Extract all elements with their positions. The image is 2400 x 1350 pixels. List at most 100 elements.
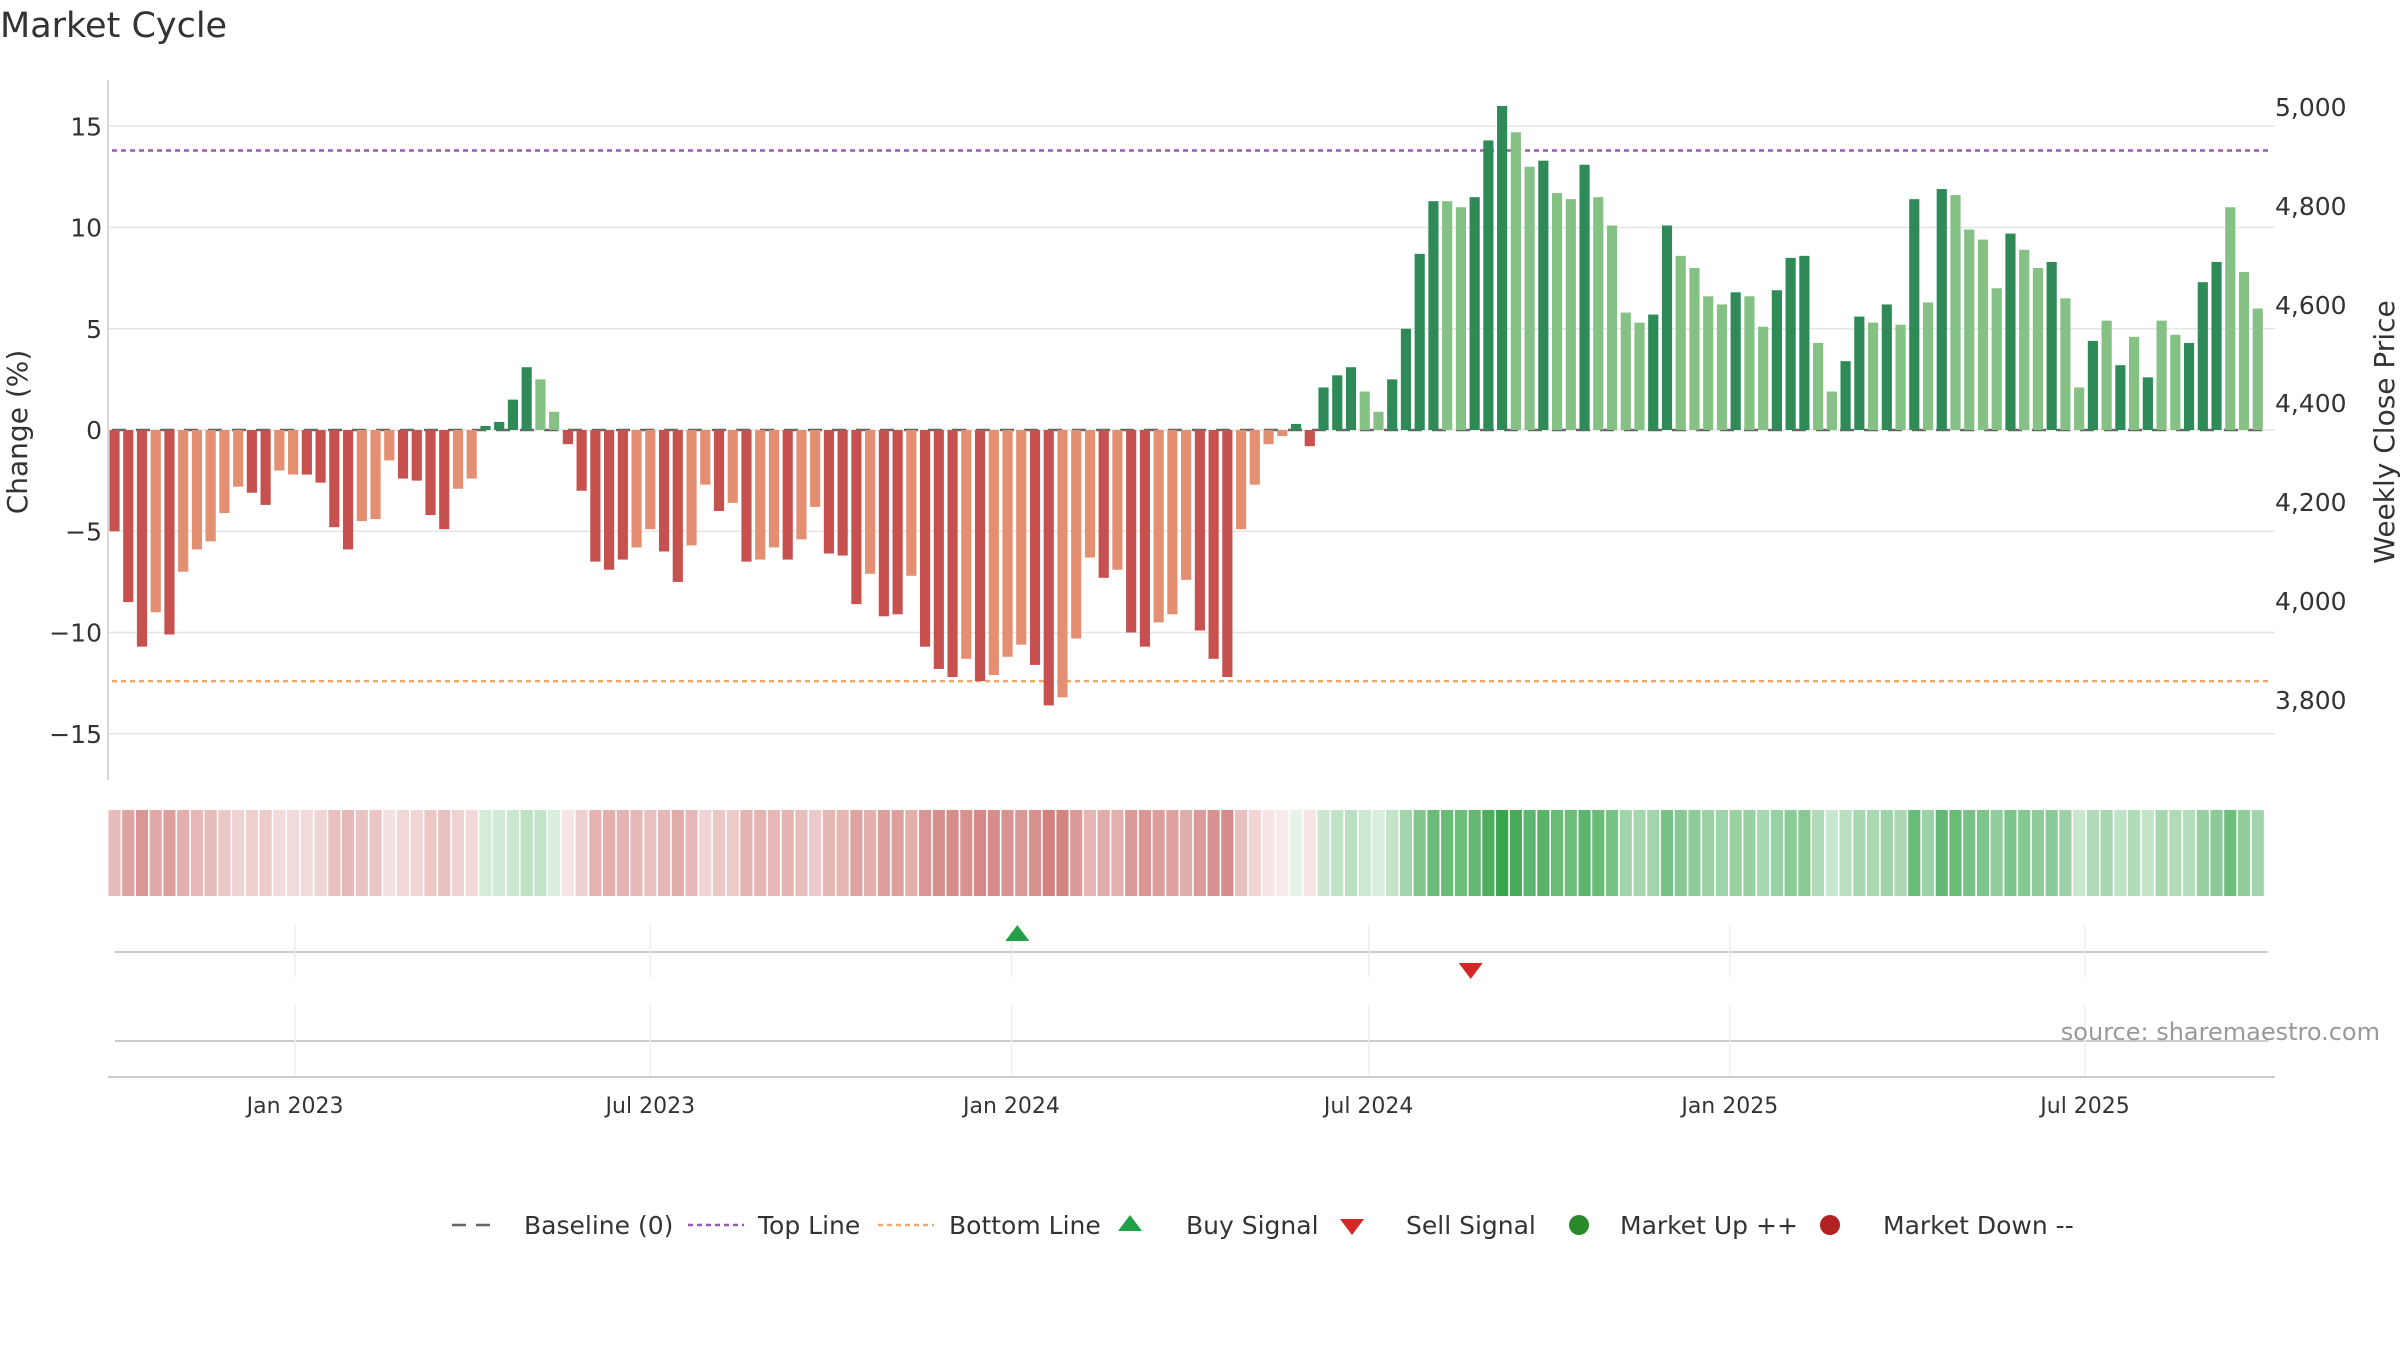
heat-cell: [1537, 810, 1550, 896]
bar: [1167, 430, 1178, 615]
right-axis: 5,000 4,800 4,600 4,400 4,200 4,000 3,800: [2275, 93, 2347, 715]
heat-cell: [328, 810, 341, 896]
heat-cell: [383, 810, 396, 896]
heat-cell: [1688, 810, 1701, 896]
bar: [2197, 282, 2208, 430]
heat-cell: [699, 810, 712, 896]
bar: [1648, 314, 1659, 430]
left-axis-title: Change (%): [1, 350, 34, 515]
heat-cell: [163, 810, 176, 896]
heat-cell: [795, 810, 808, 896]
heat-cell: [2210, 810, 2223, 896]
heat-strip: [108, 810, 2264, 896]
bar: [2156, 320, 2167, 430]
bar: [1029, 430, 1041, 665]
bar: [1428, 201, 1439, 430]
heat-cell: [204, 810, 217, 896]
heat-cell: [2018, 810, 2031, 896]
legend-item: Bottom Line: [878, 1211, 1101, 1240]
heat-cell: [534, 810, 547, 896]
heat-cell: [218, 810, 231, 896]
bar: [1909, 199, 1920, 430]
left-tick-label: −10: [49, 619, 102, 648]
heat-cell: [1276, 810, 1289, 896]
bar: [2074, 387, 2085, 430]
right-tick-label: 4,400: [2275, 389, 2347, 418]
bar: [1153, 430, 1164, 623]
heat-cell: [451, 810, 465, 896]
bar: [1524, 166, 1535, 430]
bar: [494, 421, 505, 430]
bar: [1936, 189, 1947, 430]
heat-cell: [2224, 810, 2237, 896]
heat-cell: [135, 810, 149, 896]
legend-item: Market Up ++: [1569, 1211, 1798, 1240]
bar: [1400, 328, 1412, 430]
left-tick-label: −15: [49, 720, 102, 749]
heat-cell: [1660, 810, 1674, 896]
heat-cell: [1248, 810, 1261, 896]
bar: [658, 430, 670, 552]
heat-cell: [2031, 810, 2045, 896]
heat-cell: [548, 810, 561, 896]
x-tick-label: Jan 2024: [961, 1094, 1060, 1119]
heat-cell: [1303, 810, 1316, 896]
bar: [1414, 253, 1425, 430]
legend-item: Top Line: [688, 1211, 860, 1240]
bar: [288, 430, 299, 475]
bar: [109, 430, 120, 532]
heat-cell: [149, 810, 162, 896]
bar: [1043, 430, 1054, 706]
heat-cell: [905, 810, 918, 896]
bar: [1098, 430, 1109, 578]
heat-cell: [1908, 810, 1921, 896]
heat-cell: [781, 810, 794, 896]
bar: [1813, 342, 1824, 430]
heat-cell: [1633, 810, 1646, 896]
heat-cell: [1935, 810, 1948, 896]
bar: [1675, 255, 1686, 430]
bar: [768, 430, 780, 548]
bar: [1551, 193, 1563, 430]
bar: [178, 430, 189, 572]
heat-cell: [396, 810, 410, 896]
heat-cell: [726, 810, 739, 896]
bar: [576, 430, 587, 491]
bar: [1510, 132, 1521, 430]
bar: [1895, 324, 1906, 430]
bar: [1290, 423, 1302, 430]
heat-cell: [919, 810, 932, 896]
heat-cell: [1523, 810, 1536, 896]
heat-cell: [671, 810, 684, 896]
x-tick-label: Jul 2023: [604, 1094, 696, 1119]
heat-cell: [1784, 810, 1797, 896]
heat-cell: [1262, 810, 1275, 896]
bar: [1455, 207, 1466, 430]
heat-cell: [1798, 810, 1811, 896]
bar: [315, 430, 326, 483]
legend-label: Bottom Line: [949, 1211, 1101, 1240]
heat-cell: [1028, 810, 1042, 896]
heat-cell: [1454, 810, 1467, 896]
x-tick-label: Jul 2024: [1322, 1094, 1414, 1119]
right-tick-label: 5,000: [2275, 93, 2347, 122]
heat-cell: [2059, 810, 2072, 896]
heat-cell: [424, 810, 437, 896]
heat-cell: [1070, 810, 1083, 896]
heat-cell: [232, 810, 245, 896]
sell-signal-marker: [1458, 963, 1483, 979]
heat-cell: [259, 810, 272, 896]
bar: [466, 430, 477, 479]
heat-cell: [520, 810, 533, 896]
heat-cell: [2237, 810, 2251, 896]
bar: [1084, 430, 1096, 558]
bar: [329, 430, 340, 528]
heat-cell: [1386, 810, 1399, 896]
bar: [2115, 365, 2126, 430]
heat-cell: [2141, 810, 2154, 896]
bar: [782, 430, 793, 560]
bar: [2032, 268, 2044, 430]
heat-cell: [740, 810, 753, 896]
legend-item: Baseline (0): [452, 1211, 673, 1240]
heat-cell: [300, 810, 313, 896]
